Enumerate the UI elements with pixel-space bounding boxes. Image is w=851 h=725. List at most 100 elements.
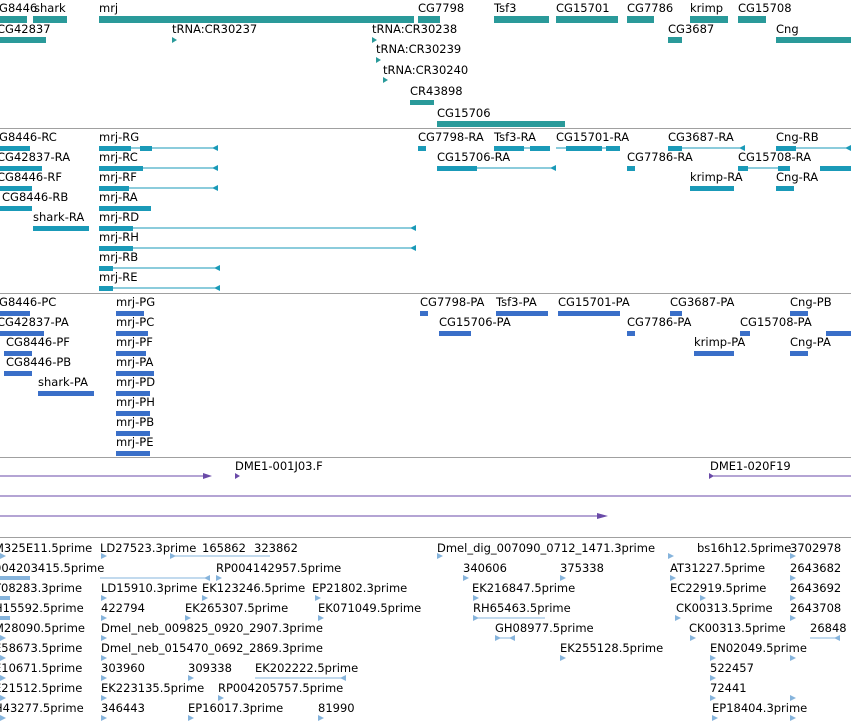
est-label[interactable]: EP18404.3prime [712,701,808,715]
rna-label[interactable]: mrj-RC [99,150,138,164]
protein-label[interactable]: krimp-PA [694,335,746,349]
est-label[interactable]: E10671.5prime [0,661,83,675]
gene-label[interactable]: tRNA:CR30238 [372,22,458,36]
est-label[interactable]: EK216847.5prime [472,581,576,595]
est-label[interactable]: 26848 [810,621,847,635]
gene-label[interactable]: CG42837 [0,22,51,36]
gene-label[interactable]: CG7786 [627,1,674,15]
gene-label[interactable]: tRNA:CR30237 [172,22,258,36]
est-label[interactable]: T08283.3prime [0,581,83,595]
protein-label[interactable]: mrj-PF [116,335,153,349]
rna-label[interactable]: CG7786-RA [627,150,693,164]
protein-label[interactable]: CG15706-PA [439,315,511,329]
rna-label[interactable]: krimp-RA [690,170,743,184]
rna-label[interactable]: CG15706-RA [437,150,511,164]
est-label[interactable]: 375338 [560,561,604,575]
gene-label[interactable]: Cng [776,22,799,36]
gene-label[interactable]: krimp [690,1,724,15]
protein-label[interactable]: CG42837-PA [0,315,69,329]
rna-label[interactable]: CG8446-RF [0,170,62,184]
rna-label[interactable]: CG15701-RA [556,130,630,144]
gene-label[interactable]: tRNA:CR30240 [383,63,469,77]
est-label[interactable]: 309338 [188,661,232,675]
protein-label[interactable]: mrj-PG [116,295,156,309]
clone-label[interactable]: DME1-020F19 [710,459,791,473]
rna-label[interactable]: mrj-RF [99,170,137,184]
est-label[interactable]: EK071049.5prime [318,601,422,615]
est-label[interactable]: 340606 [463,561,507,575]
rna-label[interactable]: Tsf3-RA [494,130,537,144]
rna-label[interactable]: Cng-RB [776,130,819,144]
est-label[interactable]: LD27523.3prime [100,541,197,555]
est-label[interactable]: AT31227.5prime [670,561,766,575]
rna-label[interactable]: CG42837-RA [0,150,71,164]
est-label[interactable]: CK00313.5prime [676,601,773,615]
est-label[interactable]: Dmel_neb_015470_0692_2869.3prime [101,641,323,655]
protein-label[interactable]: mrj-PA [116,355,154,369]
rna-label[interactable]: mrj-RA [99,190,138,204]
rna-label[interactable]: CG15708-RA [738,150,812,164]
est-label[interactable]: E21512.5prime [0,681,83,695]
est-label[interactable]: 323862 [254,541,298,555]
est-label[interactable]: GH08977.5prime [495,621,594,635]
gene-bar-shark[interactable] [33,16,67,23]
gene-bar-cg15701[interactable] [556,16,618,23]
protein-label[interactable]: CG8446-PF [6,335,70,349]
protein-label[interactable]: Tsf3-PA [496,295,537,309]
est-label[interactable]: 303960 [101,661,145,675]
rna-label[interactable]: mrj-RD [99,210,140,224]
rna-label[interactable]: mrj-RE [99,270,138,284]
est-label[interactable]: M28090.5prime [0,621,85,635]
gene-bar-cg7798[interactable] [418,16,440,23]
est-label[interactable]: LD15910.3prime [101,581,198,595]
rna-label[interactable]: mrj-RB [99,250,139,264]
est-label[interactable]: EN02049.5prime [710,641,807,655]
est-label[interactable]: 72441 [710,681,747,695]
est-label[interactable]: 422794 [101,601,145,615]
est-label[interactable]: Dmel_dig_007090_0712_1471.3prime [437,541,656,555]
est-label[interactable]: 2643692 [790,581,842,595]
protein-label[interactable]: CG8446-PB [6,355,72,369]
est-label[interactable]: E58673.5prime [0,641,83,655]
protein-label[interactable]: mrj-PD [116,375,156,389]
est-label[interactable]: 165862 [202,541,246,555]
protein-label[interactable]: CG8446-PC [0,295,57,309]
gene-bar-cg15708[interactable] [738,16,766,23]
est-label[interactable]: EK223135.5prime [101,681,205,695]
est-label[interactable]: 3702978 [790,541,842,555]
est-label[interactable]: CK00313.5prime [689,621,786,635]
gene-bar-krimp[interactable] [690,16,728,23]
est-label[interactable]: EK123246.5prime [202,581,306,595]
gene-bar-cg42837[interactable] [0,37,46,43]
gene-label[interactable]: CG8446 [0,1,38,15]
est-label[interactable]: EP21802.3prime [312,581,408,595]
rna-label[interactable]: Cng-RA [776,170,819,184]
est-label[interactable]: bs16h12.5prime [697,541,792,555]
est-label[interactable]: EK265307.5prime [185,601,289,615]
est-label[interactable]: EK255128.5prime [560,641,664,655]
est-label[interactable]: 004203415.5prime [0,561,105,575]
gene-label[interactable]: shark [34,1,66,15]
est-label[interactable]: 346443 [101,701,145,715]
gene-bar-cg15706[interactable] [437,121,565,127]
gene-label[interactable]: CG15706 [437,106,491,120]
gene-label[interactable]: tRNA:CR30239 [376,42,462,56]
gene-label[interactable]: CG15708 [738,1,792,15]
rna-label[interactable]: shark-RA [33,210,85,224]
gene-label[interactable]: mrj [99,1,119,15]
est-label[interactable]: Dmel_neb_009825_0920_2907.3prime [101,621,323,635]
est-label[interactable]: RH65463.5prime [473,601,571,615]
est-label[interactable]: 522457 [710,661,754,675]
est-label[interactable]: 2643682 [790,561,842,575]
est-label[interactable]: H43277.5prime [0,701,84,715]
gene-label[interactable]: CG3687 [668,22,715,36]
protein-label[interactable]: CG7798-PA [420,295,485,309]
est-label[interactable]: EP16017.3prime [188,701,284,715]
protein-label[interactable]: Cng-PB [790,295,832,309]
est-label[interactable]: M325E11.5prime [0,541,93,555]
protein-label[interactable]: mrj-PC [116,315,155,329]
gene-bar-cg8446[interactable] [0,16,27,23]
gene-bar-mrj[interactable] [99,16,414,23]
est-label[interactable]: RP004205757.5prime [218,681,344,695]
rna-label[interactable]: mrj-RH [99,230,139,244]
